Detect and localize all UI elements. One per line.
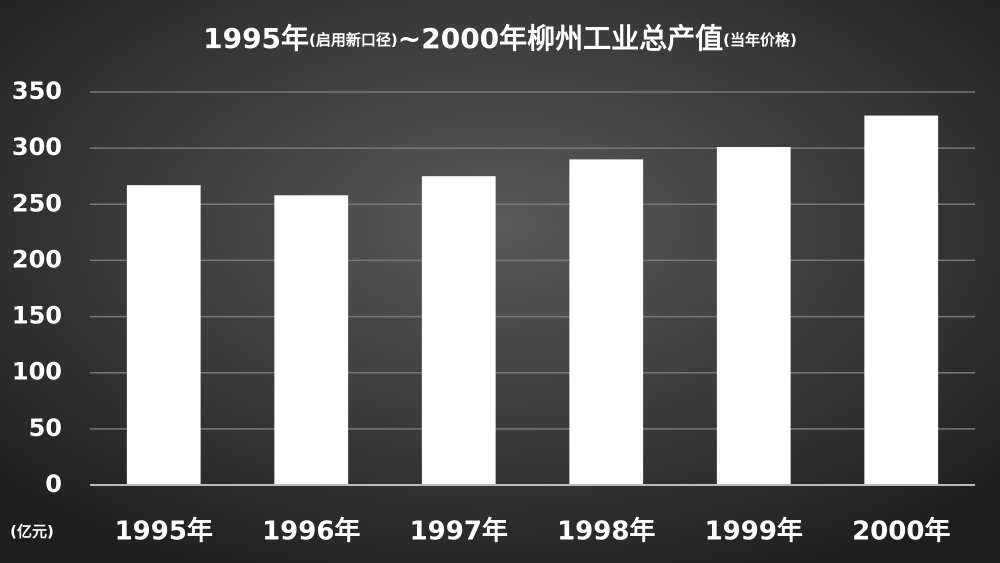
y-axis-label: (亿元) <box>10 523 54 541</box>
x-tick-label: 1997年 <box>410 516 508 547</box>
y-tick-label: 300 <box>12 133 62 161</box>
bar <box>569 159 644 485</box>
y-tick-label: 100 <box>12 358 62 386</box>
y-tick-label: 350 <box>12 77 62 105</box>
x-tick-label: 2000年 <box>852 516 950 547</box>
y-tick-label: 50 <box>29 414 62 442</box>
y-tick-label: 0 <box>45 470 62 498</box>
title-part: 1995年 <box>203 22 309 55</box>
bar <box>126 185 201 485</box>
x-tick-label: 1998年 <box>557 516 655 547</box>
x-tick-label: 1995年 <box>115 516 213 547</box>
y-tick-label: 200 <box>12 245 62 273</box>
x-tick-label: 1999年 <box>705 516 803 547</box>
bar <box>274 195 349 485</box>
title-part: (启用新口径) <box>309 31 398 49</box>
title-part: (当年价格) <box>723 31 797 49</box>
x-tick-label: 1996年 <box>262 516 360 547</box>
bar <box>716 147 791 485</box>
y-tick-label: 150 <box>12 302 62 330</box>
bar <box>864 115 939 485</box>
chart-title: 1995年(启用新口径)~2000年柳州工业总产值(当年价格) <box>203 22 797 55</box>
y-tick-label: 250 <box>12 189 62 217</box>
bar <box>421 176 496 485</box>
title-part: ~2000年柳州工业总产值 <box>398 22 723 55</box>
